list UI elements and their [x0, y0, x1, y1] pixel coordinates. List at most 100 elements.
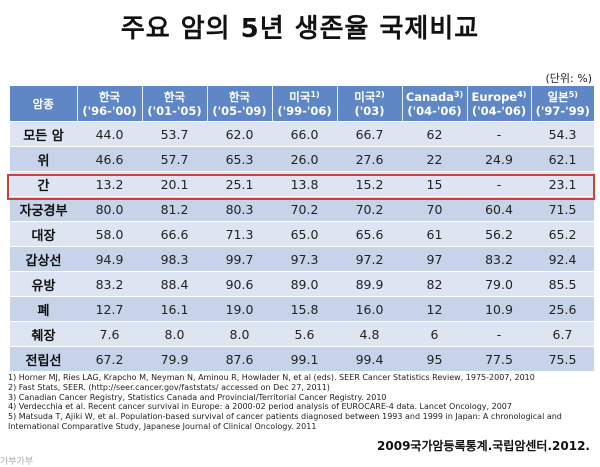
cancer-type-cell: 췌장 — [10, 321, 77, 347]
survival-value-cell: 62 — [402, 121, 467, 147]
survival-value-cell: 10.9 — [467, 296, 531, 322]
survival-value-cell: 27.6 — [337, 146, 402, 172]
header-cell: 한국 ('96-'00) — [77, 86, 143, 122]
survival-value-cell: 89.0 — [272, 271, 337, 297]
survival-value-cell: 82 — [402, 271, 467, 297]
cancer-type-cell: 유방 — [10, 271, 77, 297]
survival-value-cell: 97 — [402, 246, 467, 272]
survival-value-cell: 99.7 — [207, 246, 272, 272]
survival-value-cell: 24.9 — [467, 146, 531, 172]
survival-value-cell: 80.0 — [77, 196, 142, 222]
survival-value-cell: 89.9 — [337, 271, 402, 297]
header-cell: 한국 ('01-'05) — [142, 86, 208, 122]
cancer-type-cell: 대장 — [10, 221, 77, 247]
survival-value-cell: 90.6 — [207, 271, 272, 297]
survival-value-cell: 98.3 — [142, 246, 207, 272]
survival-value-cell: 16.1 — [142, 296, 207, 322]
survival-value-cell: 6.7 — [531, 321, 594, 347]
survival-value-cell: 60.4 — [467, 196, 531, 222]
survival-value-cell: 15.8 — [272, 296, 337, 322]
table-row: 대장 58.0 66.6 71.3 65.0 65.6 61 56.2 65.2 — [10, 221, 594, 247]
table-row: 갑상선 94.9 98.3 99.7 97.3 97.2 97 83.2 92.4 — [10, 246, 594, 272]
survival-value-cell: 62.0 — [207, 121, 272, 147]
survival-value-cell: 97.3 — [272, 246, 337, 272]
survival-value-cell: 83.2 — [467, 246, 531, 272]
survival-value-cell: 46.6 — [77, 146, 142, 172]
footnote-5-cont: International Comparative Study, Japanes… — [8, 421, 317, 431]
survival-value-cell: 62.1 — [531, 146, 594, 172]
survival-value-cell: 7.6 — [77, 321, 142, 347]
header-cell: 미국2) ('03) — [337, 86, 403, 122]
survival-table: 암종 한국 ('96-'00) 한국 ('01-'05) 한국 ('05-'09) 미… — [10, 86, 594, 371]
table-row: 췌장 7.6 8.0 8.0 5.6 4.8 6-6.7 — [10, 321, 594, 347]
footnote-4: 4) Verdecchia et al. Recent cancer survi… — [8, 402, 512, 412]
survival-value-cell: 85.5 — [531, 271, 594, 297]
survival-value-cell: 53.7 — [142, 121, 207, 147]
page-title: 주요 암의 5년 생존율 국제비교 — [120, 14, 480, 44]
survival-value-cell: 95 — [402, 346, 467, 371]
table-body: 모든 암 44.0 53.7 62.0 66.0 66.7 62-54.3 위 46.6 57.7… — [10, 121, 594, 371]
survival-value-cell: 54.3 — [531, 121, 594, 147]
survival-value-cell: 99.4 — [337, 346, 402, 371]
cancer-type-cell: 갑상선 — [10, 246, 77, 272]
survival-value-cell: 75.5 — [531, 346, 594, 371]
table-row: 자궁경부 80.0 81.2 80.3 70.2 70.2 70 60.4 71.5 — [10, 196, 594, 222]
survival-value-cell: 26.0 — [272, 146, 337, 172]
survival-value-cell: 99.1 — [272, 346, 337, 371]
survival-value-cell: 25.6 — [531, 296, 594, 322]
table-row: 유방 83.2 88.4 90.6 89.0 89.9 82 79.0 85.5 — [10, 271, 594, 297]
table-row: 위 46.6 57.7 65.3 26.0 27.6 22 24.9 62.1 — [10, 146, 594, 172]
cancer-type-cell: 전립선 — [10, 346, 77, 371]
survival-value-cell: - — [467, 321, 531, 347]
cancer-type-cell: 모든 암 — [10, 121, 77, 147]
survival-value-cell: 8.0 — [207, 321, 272, 347]
survival-value-cell: 92.4 — [531, 246, 594, 272]
header-cell: 암종 — [10, 86, 78, 122]
table-row: 모든 암 44.0 53.7 62.0 66.0 66.7 62-54.3 — [10, 121, 594, 147]
survival-value-cell: 16.0 — [337, 296, 402, 322]
footnote-1: 1) Horner MJ, Ries LAG, Krapcho M, Neyma… — [8, 373, 535, 382]
footnote-2: 2) Fast Stats, SEER. (http://seer.cancer… — [8, 382, 330, 392]
survival-value-cell: 65.3 — [207, 146, 272, 172]
survival-value-cell: 80.3 — [207, 196, 272, 222]
survival-value-cell: 58.0 — [77, 221, 142, 247]
survival-value-cell: 87.6 — [207, 346, 272, 371]
survival-value-cell: 66.7 — [337, 121, 402, 147]
survival-value-cell: 56.2 — [467, 221, 531, 247]
survival-value-cell: 67.2 — [77, 346, 142, 371]
survival-value-cell: 65.2 — [531, 221, 594, 247]
survival-value-cell: 65.0 — [272, 221, 337, 247]
cancer-type-cell: 폐 — [10, 296, 77, 322]
survival-value-cell: 19.0 — [207, 296, 272, 322]
survival-value-cell: 6 — [402, 321, 467, 347]
survival-value-cell: 88.4 — [142, 271, 207, 297]
survival-value-cell: 94.9 — [77, 246, 142, 272]
footnotes: 1) Horner MJ, Ries LAG, Krapcho M, Neyma… — [8, 373, 596, 432]
survival-value-cell: 79.9 — [142, 346, 207, 371]
survival-value-cell: 8.0 — [142, 321, 207, 347]
survival-value-cell: 12.7 — [77, 296, 142, 322]
survival-value-cell: 70.2 — [272, 196, 337, 222]
survival-value-cell: 97.2 — [337, 246, 402, 272]
survival-value-cell: 66.0 — [272, 121, 337, 147]
unit-label: (단위: %) — [545, 72, 592, 85]
source-citation: 2009국가암등록통계.국립암센터.2012. — [377, 439, 590, 453]
header-cell: 미국1) ('99-'06) — [272, 86, 338, 122]
survival-value-cell: 65.6 — [337, 221, 402, 247]
survival-value-cell: 81.2 — [142, 196, 207, 222]
survival-value-cell: 70 — [402, 196, 467, 222]
table-row: 전립선 67.2 79.9 87.6 99.1 99.4 95 77.5 75.5 — [10, 346, 594, 371]
survival-value-cell: 22 — [402, 146, 467, 172]
survival-value-cell: 77.5 — [467, 346, 531, 371]
footnote-3: 3) Canadian Cancer Registry, Statistics … — [8, 392, 387, 402]
header-cell: Europe4) ('04-'06) — [467, 86, 532, 122]
survival-value-cell: 12 — [402, 296, 467, 322]
survival-value-cell: 83.2 — [77, 271, 142, 297]
survival-value-cell: 66.6 — [142, 221, 207, 247]
header-cell: 한국 ('05-'09) — [207, 86, 273, 122]
liver-row-highlight — [7, 174, 595, 200]
survival-value-cell: 70.2 — [337, 196, 402, 222]
table-header-row: 암종 한국 ('96-'00) 한국 ('01-'05) 한국 ('05-'09) 미… — [10, 86, 594, 122]
header-cell: 일본5) ('97-'99) — [531, 86, 594, 122]
header-cell: Canada3) ('04-'06) — [402, 86, 468, 122]
